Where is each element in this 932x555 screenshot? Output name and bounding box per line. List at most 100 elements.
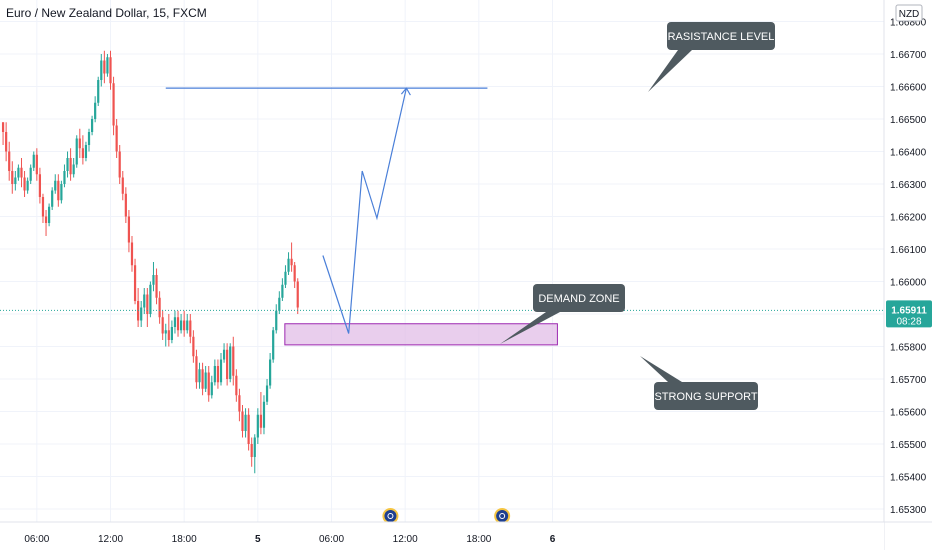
candle-up — [14, 171, 17, 191]
currency-badge[interactable] — [895, 4, 923, 22]
candle-up — [170, 320, 173, 344]
time-tick-label: 6 — [550, 534, 556, 545]
candle-body — [164, 330, 167, 334]
candle-body — [235, 375, 238, 396]
candle-down — [121, 171, 124, 201]
candle-down — [8, 141, 11, 181]
candle-up — [256, 408, 259, 444]
time-tick-label: 18:00 — [172, 534, 197, 545]
candle-down — [167, 314, 170, 347]
candle-up — [210, 375, 213, 399]
candle-up — [66, 151, 69, 178]
candle-body — [173, 317, 177, 327]
candle-body — [8, 151, 11, 171]
price-tick-label: 1.66400 — [890, 148, 927, 159]
event-marker-core — [384, 510, 397, 522]
candle-body — [17, 167, 20, 178]
candle-body — [84, 145, 88, 158]
time-tick-label: 5 — [255, 534, 261, 545]
candle-body — [54, 180, 57, 191]
candle-up — [173, 310, 177, 334]
candle-body — [293, 265, 296, 282]
support-callout-label: STRONG SUPPORT — [654, 391, 757, 403]
candle-down — [290, 242, 293, 272]
demand-callout: DEMAND ZONE — [500, 284, 625, 344]
candle-body — [75, 138, 78, 165]
candle-body — [48, 206, 51, 223]
candle-body — [186, 320, 189, 331]
candle-body — [90, 119, 94, 132]
candle-body — [57, 180, 60, 201]
candle-up — [48, 203, 51, 227]
candle-body — [143, 294, 146, 308]
candle-down — [192, 330, 195, 363]
candle-body — [51, 190, 54, 207]
candle-up — [94, 96, 97, 123]
event-marker-icon[interactable] — [494, 508, 511, 524]
candle-up — [87, 128, 91, 152]
price-tick-label: 1.66700 — [890, 50, 927, 61]
candle-down — [250, 437, 253, 467]
time-tick-label: 12:00 — [393, 534, 418, 545]
candle-up — [75, 135, 78, 168]
price-tick-label: 1.65800 — [890, 343, 927, 354]
time-tick-label: 06:00 — [319, 534, 344, 545]
candle-up — [262, 395, 266, 435]
candle-down — [81, 135, 84, 165]
candle-body — [222, 349, 226, 360]
candle-down — [201, 362, 204, 396]
projected-path-arrowhead — [400, 87, 411, 96]
candle-body — [226, 349, 229, 379]
candle-body — [167, 330, 170, 340]
candle-body — [133, 265, 137, 301]
price-tick-label: 1.65400 — [890, 473, 927, 484]
candle-body — [238, 395, 241, 412]
candle-body — [155, 275, 158, 298]
event-marker-icon[interactable] — [382, 508, 399, 524]
resistance-callout-label: RASISTANCE LEVEL — [668, 31, 775, 43]
candle-up — [198, 362, 201, 389]
candle-up — [275, 304, 278, 334]
candle-body — [275, 310, 278, 331]
candle-body — [87, 132, 91, 145]
candle-down — [241, 405, 244, 438]
candle-body — [183, 320, 186, 331]
candle-down — [183, 310, 186, 337]
currency-badge-label: NZD — [899, 9, 920, 20]
candle-down — [112, 76, 115, 136]
candle-body — [272, 330, 275, 360]
candle-body — [229, 346, 232, 379]
candle-body — [23, 177, 26, 191]
candle-body — [204, 372, 207, 389]
candle-up — [54, 174, 57, 194]
demand-zone-group — [284, 323, 558, 346]
candle-down — [232, 336, 235, 386]
candle-up — [244, 408, 247, 438]
current-price-badge — [886, 300, 932, 328]
price-tick-label: 1.65300 — [890, 505, 927, 516]
candle-body — [69, 158, 72, 175]
candle-body — [290, 258, 293, 266]
candle-body — [152, 275, 155, 285]
candle-body — [207, 372, 210, 396]
projected-path — [322, 87, 407, 334]
candle-body — [124, 193, 127, 217]
candle-up — [29, 164, 32, 184]
candle-body — [278, 297, 281, 311]
candle-body — [265, 385, 269, 402]
candle-body — [112, 83, 115, 126]
candle-body — [106, 57, 109, 74]
candle-down — [11, 161, 14, 194]
price-scale-background — [884, 0, 932, 550]
candle-down — [41, 193, 45, 223]
candle-down — [5, 122, 8, 162]
candle-down — [20, 158, 23, 188]
candle-down — [235, 369, 238, 402]
demand-callout-label: DEMAND ZONE — [538, 293, 619, 305]
candle-down — [127, 210, 131, 253]
candle-up — [287, 252, 290, 275]
candle-body — [296, 281, 299, 308]
candle-body — [192, 336, 195, 357]
